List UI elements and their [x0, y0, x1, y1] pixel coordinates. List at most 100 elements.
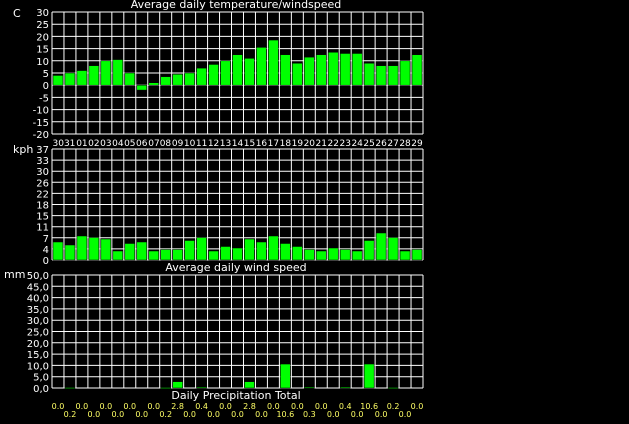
- precipitation-y-tick-label: 15,0: [27, 350, 49, 361]
- temperature-y-tick-label: 5: [43, 69, 49, 80]
- windspeed-chart-title: Average daily wind speed: [165, 261, 306, 274]
- windspeed-bar: [112, 250, 124, 261]
- temperature-bar: [76, 70, 88, 86]
- windspeed-y-tick-label: 4: [43, 245, 49, 256]
- windspeed-bar: [100, 238, 112, 261]
- precipitation-value-label: 10.6: [360, 402, 378, 411]
- precipitation-bar: [196, 386, 207, 389]
- temperature-date-label: 28: [399, 139, 411, 149]
- windspeed-bar: [220, 246, 231, 261]
- precipitation-value-label: 0.0: [255, 410, 268, 419]
- precipitation-grid: [51, 274, 424, 389]
- temperature-date-label: 04: [112, 139, 124, 149]
- precipitation-value-label: 0.0: [52, 402, 65, 411]
- precipitation-value-label: 0.0: [231, 410, 244, 419]
- precipitation-y-tick-label: 5,0: [33, 373, 49, 384]
- temperature-bar: [136, 84, 147, 91]
- temperature-date-label: 03: [100, 139, 111, 149]
- temperature-date-label: 01: [76, 139, 87, 149]
- temperature-bar: [52, 75, 64, 86]
- precipitation-bar: [172, 381, 183, 389]
- windspeed-y-tick-label: 15: [36, 212, 49, 223]
- temperature-y-tick-label: 15: [36, 45, 49, 56]
- windspeed-bar: [399, 250, 411, 261]
- temperature-date-label: 20: [304, 139, 316, 149]
- temperature-bar: [280, 54, 291, 86]
- precipitation-bar: [339, 386, 351, 389]
- temperature-bar: [184, 72, 195, 86]
- windspeed-bar: [64, 244, 76, 261]
- temperature-bar: [160, 76, 171, 86]
- windspeed-bar: [88, 237, 100, 261]
- precipitation-value-label: 0.2: [159, 410, 172, 419]
- precipitation-bar: [280, 363, 291, 389]
- temperature-date-label: 09: [172, 139, 184, 149]
- temperature-date-label: 10: [184, 139, 196, 149]
- windspeed-y-tick-label: 33: [36, 156, 49, 167]
- precipitation-value-label: 0.0: [76, 402, 89, 411]
- windspeed-y-tick-label: 11: [36, 223, 49, 234]
- temperature-bar: [363, 62, 375, 86]
- precipitation-chart-title: Daily Precipitation Total: [171, 389, 300, 402]
- temperature-date-label: 22: [328, 139, 339, 149]
- temperature-bar: [339, 53, 351, 86]
- temperature-y-tick-label: 30: [36, 8, 49, 19]
- temperature-date-label: 13: [220, 139, 231, 149]
- temperature-date-label: 19: [292, 139, 304, 149]
- temperature-date-label: 14: [232, 139, 244, 149]
- temperature-date-label: 25: [363, 139, 374, 149]
- temperature-bar: [387, 65, 399, 86]
- precipitation-value-label: 0.0: [183, 410, 196, 419]
- precipitation-value-label: 0.0: [375, 410, 388, 419]
- precipitation-y-tick-label: 25,0: [27, 328, 49, 339]
- temperature-bar: [292, 62, 303, 86]
- windspeed-bar: [339, 249, 351, 261]
- precipitation-value-label: 0.2: [387, 402, 400, 411]
- temperature-bar: [208, 64, 219, 86]
- windspeed-bar: [304, 249, 315, 261]
- precipitation-bar: [363, 363, 375, 389]
- windspeed-bar: [411, 249, 423, 261]
- temperature-date-label: 12: [208, 139, 219, 149]
- precipitation-value-label: 0.0: [351, 410, 364, 419]
- precipitation-value-label: 0.0: [219, 402, 232, 411]
- precipitation-y-tick-label: 30,0: [27, 316, 49, 327]
- temperature-y-tick-label: 20: [36, 32, 49, 43]
- windspeed-bar: [160, 249, 171, 261]
- precipitation-bar: [64, 387, 76, 389]
- temperature-date-label: 11: [196, 139, 207, 149]
- precipitation-value-label: 0.0: [327, 410, 340, 419]
- windspeed-bar: [328, 247, 339, 261]
- precipitation-unit-label: mm: [4, 268, 25, 281]
- windspeed-bar: [76, 235, 88, 261]
- temperature-bar: [375, 65, 387, 86]
- precipitation-value-label: 0.0: [111, 410, 124, 419]
- temperature-date-label: 21: [316, 139, 327, 149]
- temperature-y-tick-label: -15: [33, 118, 49, 129]
- temperature-date-label: 06: [136, 139, 148, 149]
- temperature-bar: [148, 82, 159, 86]
- windspeed-y-tick-label: 26: [36, 178, 49, 189]
- windspeed-bar: [208, 250, 219, 261]
- windspeed-bar: [136, 241, 147, 261]
- temperature-date-label: 16: [256, 139, 268, 149]
- windspeed-y-tick-label: 37: [36, 145, 49, 156]
- windspeed-bar: [375, 232, 387, 261]
- temperature-bar: [351, 53, 363, 86]
- temperature-unit-label: C: [13, 7, 21, 20]
- temperature-date-label: 18: [280, 139, 292, 149]
- precipitation-y-axis: 50,045,040,035,030,025,020,015,010,05,00…: [27, 271, 49, 395]
- precipitation-value-label: 0.0: [291, 402, 304, 411]
- temperature-date-label: 02: [88, 139, 99, 149]
- precipitation-value-label: 0.0: [135, 410, 148, 419]
- windspeed-y-tick-label: 18: [36, 201, 49, 212]
- temperature-panel: Average daily temperature/windspeed C 30…: [13, 0, 424, 149]
- temperature-bar: [232, 54, 243, 86]
- precipitation-bar: [304, 387, 315, 389]
- windspeed-bar: [351, 250, 363, 261]
- windspeed-unit-label: kph: [13, 143, 33, 156]
- precipitation-value-label: 0.0: [88, 410, 101, 419]
